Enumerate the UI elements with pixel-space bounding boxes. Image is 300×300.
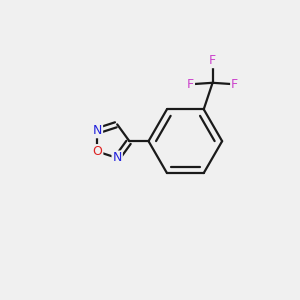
Text: F: F (231, 78, 238, 91)
Text: N: N (112, 152, 122, 164)
Text: F: F (187, 78, 194, 91)
Text: F: F (209, 54, 216, 67)
Text: N: N (93, 124, 102, 137)
Text: O: O (92, 145, 102, 158)
